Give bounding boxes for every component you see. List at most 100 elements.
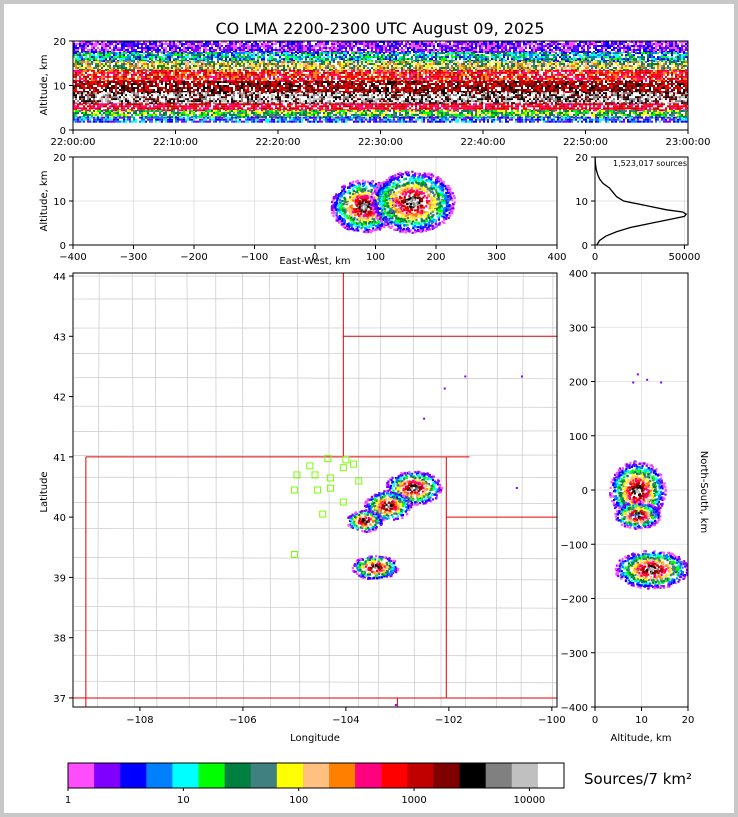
density-cell bbox=[295, 69, 297, 72]
density-cell bbox=[173, 77, 175, 80]
density-cell bbox=[163, 77, 165, 80]
density-cell bbox=[189, 118, 191, 121]
density-cell bbox=[309, 109, 311, 112]
density-cell bbox=[323, 85, 325, 87]
density-cell bbox=[321, 61, 323, 63]
density-cell bbox=[285, 100, 287, 103]
density-cell bbox=[113, 120, 115, 123]
density-cell bbox=[225, 75, 227, 78]
density-cell bbox=[129, 54, 131, 57]
density-cell bbox=[157, 87, 159, 89]
density-cell bbox=[137, 65, 139, 67]
density-cell bbox=[225, 109, 227, 112]
density-cell bbox=[257, 112, 259, 114]
density-cell bbox=[183, 87, 185, 89]
density-cell bbox=[163, 107, 165, 110]
density-cell bbox=[143, 41, 145, 43]
density-cell bbox=[215, 41, 217, 43]
density-cell bbox=[175, 67, 177, 69]
density-cell bbox=[229, 73, 231, 76]
density-cell bbox=[131, 109, 133, 112]
density-cell bbox=[213, 110, 215, 112]
density-cell bbox=[97, 89, 99, 91]
density-cell bbox=[215, 103, 217, 106]
density-cell bbox=[75, 96, 77, 99]
density-cell bbox=[143, 116, 145, 119]
density-cell bbox=[303, 61, 305, 63]
density-cell bbox=[201, 98, 203, 101]
density-cell bbox=[115, 75, 117, 78]
density-cell bbox=[251, 58, 253, 61]
density-cell bbox=[255, 91, 257, 93]
density-cell bbox=[175, 47, 177, 49]
density-cell bbox=[289, 116, 291, 119]
density-cell bbox=[139, 116, 141, 119]
density-cell bbox=[269, 77, 271, 80]
density-cell bbox=[167, 89, 169, 91]
density-cell bbox=[271, 51, 273, 53]
density-cell bbox=[333, 96, 335, 99]
density-cell bbox=[113, 54, 115, 57]
density-cell bbox=[301, 56, 303, 59]
density-cell bbox=[323, 87, 325, 89]
density-cell bbox=[87, 116, 89, 119]
density-cell bbox=[307, 77, 309, 80]
density-cell bbox=[181, 41, 183, 43]
density-cell bbox=[305, 65, 307, 67]
density-cell bbox=[271, 71, 273, 74]
density-cell bbox=[165, 69, 167, 72]
density-cell bbox=[175, 116, 177, 119]
density-cell bbox=[229, 77, 231, 80]
density-cell bbox=[195, 49, 197, 51]
density-cell bbox=[105, 54, 107, 57]
density-cell bbox=[251, 92, 253, 95]
density-cell bbox=[93, 67, 95, 69]
density-cell bbox=[313, 98, 315, 101]
density-cell bbox=[115, 81, 117, 83]
density-cell bbox=[269, 92, 271, 95]
density-cell bbox=[113, 77, 115, 80]
density-cell bbox=[303, 52, 305, 55]
density-cell bbox=[151, 61, 153, 63]
density-cell bbox=[307, 45, 309, 47]
density-cell bbox=[141, 98, 143, 101]
density-cell bbox=[275, 58, 277, 61]
density-cell bbox=[309, 114, 311, 116]
density-cell bbox=[321, 67, 323, 69]
density-cell bbox=[131, 83, 133, 85]
density-cell bbox=[325, 81, 327, 83]
density-cell bbox=[117, 81, 119, 83]
density-cell bbox=[271, 91, 273, 93]
density-cell bbox=[193, 71, 195, 74]
density-cell bbox=[247, 71, 249, 74]
density-cell bbox=[295, 94, 297, 97]
density-cell bbox=[205, 51, 207, 53]
density-cell bbox=[155, 47, 157, 49]
density-cell bbox=[223, 87, 225, 89]
density-cell bbox=[285, 98, 287, 101]
density-cell bbox=[273, 61, 275, 63]
density-cell bbox=[233, 73, 235, 76]
density-cell bbox=[341, 51, 343, 53]
density-cell bbox=[169, 61, 171, 63]
density-cell bbox=[113, 58, 115, 61]
density-cell bbox=[287, 81, 289, 83]
density-cell bbox=[265, 85, 267, 87]
density-cell bbox=[307, 112, 309, 114]
density-cell bbox=[97, 94, 99, 97]
density-cell bbox=[283, 92, 285, 95]
density-cell bbox=[195, 75, 197, 78]
density-cell bbox=[97, 41, 99, 43]
density-cell bbox=[135, 49, 137, 51]
density-cell bbox=[219, 56, 221, 59]
density-cell bbox=[303, 51, 305, 53]
density-cell bbox=[209, 65, 211, 67]
density-cell bbox=[313, 112, 315, 114]
density-cell bbox=[199, 51, 201, 53]
density-cell bbox=[289, 73, 291, 76]
density-cell bbox=[205, 75, 207, 78]
density-cell bbox=[287, 92, 289, 95]
density-cell bbox=[337, 56, 339, 59]
density-cell bbox=[243, 96, 245, 99]
density-cell bbox=[309, 100, 311, 103]
